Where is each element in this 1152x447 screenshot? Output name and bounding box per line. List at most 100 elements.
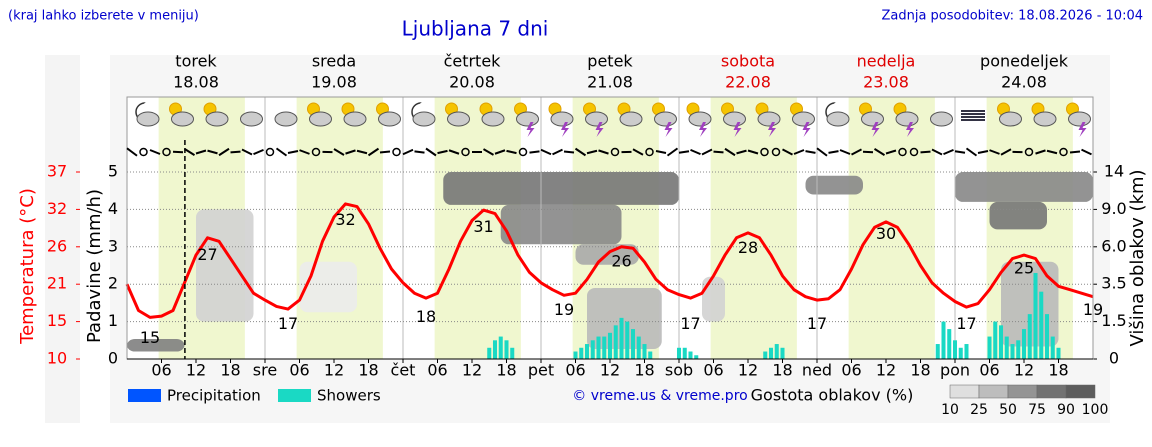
precip-bar: [1045, 314, 1049, 359]
cloud-patch: [443, 172, 679, 205]
daylight-band: [711, 97, 797, 359]
x-tick-label: 12: [1014, 361, 1034, 380]
x-tick-label: 06: [151, 361, 171, 380]
cloud: [448, 112, 470, 126]
wind-barb: [231, 152, 241, 153]
temperature-extreme: 28: [738, 238, 758, 257]
day-name: nedelja: [857, 52, 916, 71]
precip-bar: [941, 322, 945, 359]
precip-bar: [585, 344, 589, 359]
day-name: sobota: [721, 52, 775, 71]
precip-bar: [642, 344, 646, 359]
precip-bar: [1016, 340, 1020, 359]
x-tick-label: 12: [462, 361, 482, 380]
precip-tick-label: 1: [108, 311, 118, 330]
precip-bar: [614, 325, 618, 359]
precip-bar: [579, 348, 583, 359]
temperature-extreme: 18: [416, 307, 436, 326]
density-swatch: [1037, 385, 1066, 398]
precip-tick-label: 4: [108, 199, 118, 218]
day-date: 18.08: [173, 73, 219, 92]
precip-bar: [1028, 314, 1032, 359]
cloud-patch: [501, 205, 622, 244]
x-tick-label: 18: [1048, 361, 1068, 380]
wind-barb: [564, 152, 574, 153]
cloud: [310, 112, 332, 126]
cloud: [724, 112, 746, 126]
wind-barb: [173, 152, 183, 153]
density-tick-label: 25: [970, 402, 988, 418]
day-name: petek: [587, 52, 633, 71]
temperature-tick-label: 21: [47, 274, 67, 293]
cloud: [586, 112, 608, 126]
updated: Zadnja posodobitev: 18.08.2026 - 10:04: [881, 9, 1143, 24]
density-tick-label: 75: [1028, 402, 1046, 418]
weather-icon: [412, 101, 435, 126]
density-swatch: [1066, 385, 1095, 398]
temperature-extreme: 19: [554, 300, 574, 319]
precip-bar: [510, 348, 514, 359]
cloud-tick-label: 0: [1109, 349, 1119, 368]
precip-bar: [596, 337, 600, 359]
cloud: [896, 112, 918, 126]
precip-bar: [573, 352, 577, 359]
x-tick-label: sob: [665, 361, 693, 380]
precip-bar: [1005, 337, 1009, 359]
day-date: 24.08: [1001, 73, 1047, 92]
temperature-tick-label: 37: [47, 162, 67, 181]
cloud: [1069, 112, 1091, 126]
day-date: 20.08: [449, 73, 495, 92]
day-name: četrtek: [444, 52, 502, 71]
day-date: 21.08: [587, 73, 633, 92]
precip-bar: [987, 337, 991, 359]
x-tick-label: 18: [910, 361, 930, 380]
precip-bar: [677, 348, 681, 359]
cloud-tick-label: 3.5: [1101, 274, 1126, 293]
x-tick-label: 12: [324, 361, 344, 380]
cloud: [655, 112, 677, 126]
density-swatch: [950, 385, 979, 398]
temperature-axis-label: Temperatura (°C): [17, 188, 38, 345]
precip-bar: [763, 352, 767, 359]
precip-bar: [1056, 348, 1060, 359]
density-tick-label: 100: [1082, 402, 1109, 418]
cloud: [172, 112, 194, 126]
precip-bar: [993, 322, 997, 359]
cloud-patch: [300, 262, 358, 312]
density-swatch: [979, 385, 1008, 398]
precip-bar: [1010, 344, 1014, 359]
temperature-tick-label: 26: [47, 236, 67, 255]
cloud: [379, 112, 401, 126]
day-date: 19.08: [311, 73, 357, 92]
x-tick-label: sre: [253, 361, 277, 380]
x-tick-label: 12: [876, 361, 896, 380]
cloud-tick-label: 9.0: [1101, 199, 1126, 218]
x-tick-label: 18: [634, 361, 654, 380]
precip-bar: [1051, 337, 1055, 359]
cloud: [241, 112, 263, 126]
cloud-patch: [702, 277, 725, 322]
precip-bar: [637, 337, 641, 359]
precip-bar: [953, 340, 957, 359]
precip-bar: [959, 348, 963, 359]
cloud: [862, 112, 884, 126]
precip-bar: [999, 325, 1003, 359]
precip-bar: [964, 344, 968, 359]
x-tick-label: 12: [738, 361, 758, 380]
cloud: [931, 112, 953, 126]
temperature-extreme: 32: [335, 210, 355, 229]
precip-bar: [602, 337, 606, 359]
cloud-tick-label: 14: [1104, 162, 1124, 181]
x-tick-label: 06: [565, 361, 585, 380]
legend-swatch: [128, 389, 161, 402]
cloud: [206, 112, 228, 126]
wind-barb: [1070, 152, 1080, 153]
precip-bar: [648, 352, 652, 359]
cloud-patch: [196, 209, 254, 321]
wind-barb: [863, 152, 873, 153]
wind-barb: [380, 152, 390, 153]
temperature-extreme: 31: [473, 217, 493, 236]
cloud-patch: [990, 202, 1048, 229]
cloud: [482, 112, 504, 126]
cloud-axis-label: Višina oblakov (km): [1127, 169, 1148, 346]
